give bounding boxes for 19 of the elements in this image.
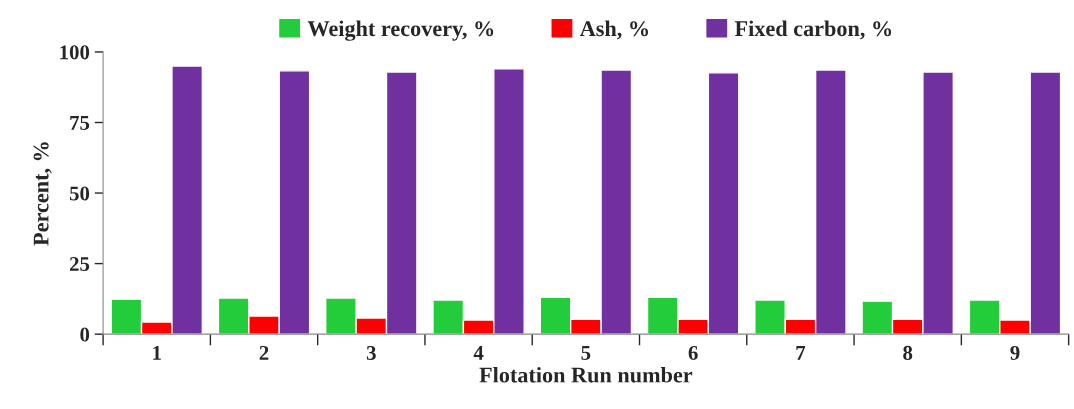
x-tick-label: 9	[1010, 345, 1020, 360]
y-tick-label: 50	[69, 186, 90, 201]
x-tick-label: 8	[903, 345, 913, 360]
y-tick-label: 0	[80, 327, 90, 342]
x-tick-label: 2	[259, 345, 269, 360]
y-tick-label: 25	[69, 257, 90, 272]
x-tick-label: 6	[688, 345, 698, 360]
x-tick-label: 3	[366, 345, 376, 360]
legend-label: Fixed carbon, %	[734, 20, 892, 40]
y-axis-title: Percent, %	[33, 142, 52, 246]
x-tick-label: 1	[153, 345, 161, 360]
x-tick-label: 5	[581, 346, 591, 360]
x-tick-label: 7	[796, 346, 806, 360]
y-tick-label: 100	[60, 45, 90, 60]
x-axis-title: Flotation Run number	[479, 366, 693, 383]
y-tick-label: 75	[70, 116, 90, 130]
x-tick-label: 4	[473, 346, 484, 360]
legend-label: Weight recovery, %	[307, 20, 494, 41]
legend-label: Ash, %	[579, 20, 649, 40]
